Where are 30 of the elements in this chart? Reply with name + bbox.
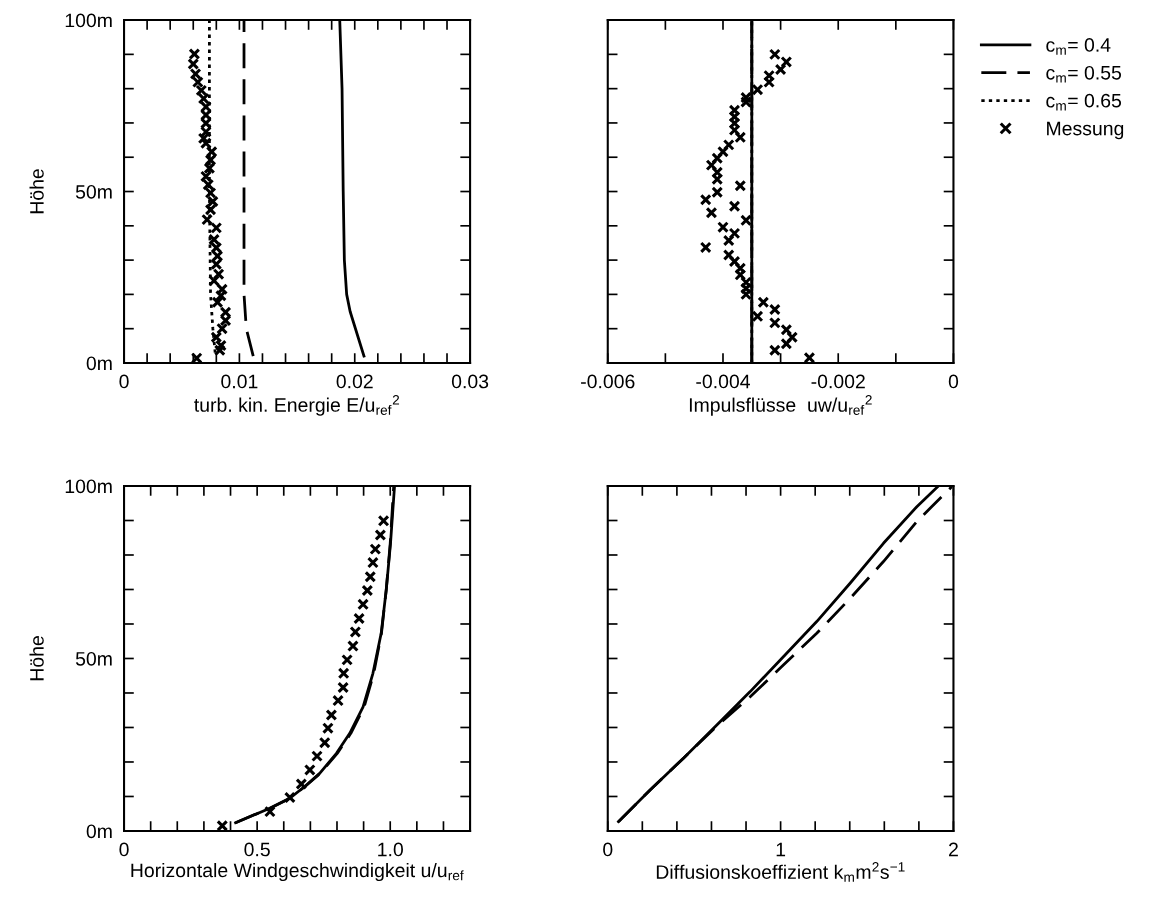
x-tick-label: -0.006 (581, 374, 635, 389)
y-tick-label: 50m (75, 184, 112, 199)
y-tick-label: 100m (65, 13, 112, 28)
x-axis-title: Impulsflüsse uw/u$_{ref}$$^{2}$ (689, 394, 872, 416)
legend-label: c$_{m}$= 0.4 (1046, 38, 1111, 55)
x-tick-label: 1.0 (378, 842, 403, 857)
y-tick-label: 50m (75, 651, 112, 666)
x-axis-title: Diffusionskoeffizient k$_{m}$m$^{2}$s$^{−1}$ (656, 862, 905, 882)
y-tick-label: 100m (65, 479, 112, 494)
x-tick-label: -0.004 (696, 374, 750, 389)
x-tick-label: 0 (119, 374, 129, 389)
x-tick-label: 0.02 (336, 374, 373, 389)
x-tick-label: 1 (776, 842, 786, 857)
x-axis-title: turb. kin. Energie E/u$_{ref}$$^{2}$ (194, 394, 400, 416)
y-axis-title: Höhe (29, 636, 44, 681)
x-axis-title: Horizontale Windgeschwindigkeit u/u$_{ref}$ (131, 862, 464, 882)
y-tick-label: 0m (86, 356, 112, 371)
x-tick-label: 0.01 (221, 374, 258, 389)
x-tick-label: 0 (948, 374, 959, 389)
x-tick-label: 0 (119, 842, 129, 857)
y-axis-title: Höhe (29, 169, 44, 214)
x-tick-label: 0.03 (451, 374, 489, 389)
legend-label: c$_{m}$= 0.55 (1046, 65, 1122, 83)
x-tick-label: 0 (603, 842, 613, 857)
x-tick-label: 0.5 (244, 842, 270, 857)
legend-label: Messung (1047, 121, 1124, 140)
legend-label: c$_{m}$= 0.65 (1046, 93, 1122, 111)
x-tick-label: 2 (949, 842, 958, 857)
x-tick-label: -0.002 (811, 374, 865, 389)
y-tick-label: 0m (86, 824, 112, 839)
